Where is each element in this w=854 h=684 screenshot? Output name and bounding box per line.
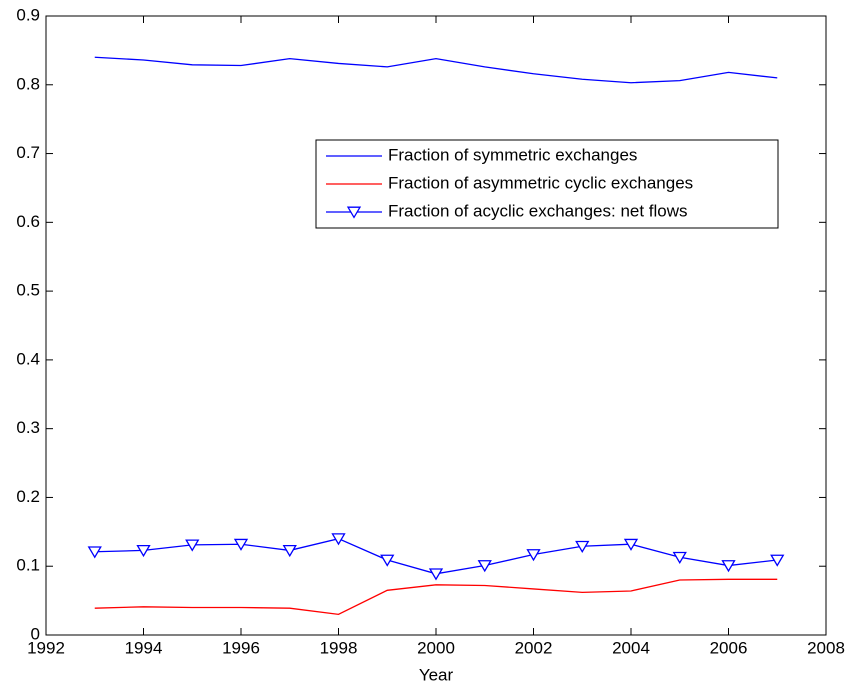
y-tick-label: 0.3 (16, 418, 40, 437)
x-tick-label: 1994 (125, 638, 163, 657)
y-tick-label: 0.7 (16, 143, 40, 162)
y-tick-label: 0.5 (16, 281, 40, 300)
series-line (94, 56, 778, 84)
legend-label: Fraction of symmetric exchanges (388, 145, 637, 164)
legend: Fraction of symmetric exchanges Fraction … (315, 139, 779, 229)
y-tick-label: 0.6 (16, 212, 40, 231)
x-tick-label: 2006 (710, 638, 748, 657)
y-tick-label: 0 (31, 624, 40, 643)
y-tick-label: 0.8 (16, 74, 40, 93)
x-tick-label: 1998 (320, 638, 358, 657)
marker (477, 560, 492, 573)
marker (185, 539, 200, 552)
y-tick-label: 0.1 (16, 556, 40, 575)
marker (233, 538, 249, 551)
y-tick-label: 0.2 (16, 487, 40, 506)
marker (575, 540, 590, 553)
y-tick-label: 0.9 (16, 5, 40, 24)
y-tick-label: 0.4 (16, 349, 40, 368)
x-tick-label: 1992 (27, 638, 65, 657)
x-tick-label: 2002 (515, 638, 553, 657)
marker (87, 546, 102, 559)
x-tick-label: 2008 (807, 638, 845, 657)
marker (672, 551, 687, 564)
marker (721, 560, 736, 573)
marker (623, 538, 639, 551)
legend-box (315, 139, 779, 229)
x-axis-label: Year (419, 665, 454, 684)
marker (770, 554, 785, 567)
x-tick-label: 2004 (612, 638, 650, 657)
marker (331, 533, 346, 546)
legend-marker (346, 206, 362, 219)
legend-label: Fraction of asymmetric cyclic exchanges (388, 173, 693, 192)
series-line (94, 578, 778, 616)
marker (380, 554, 395, 567)
x-tick-label: 2000 (417, 638, 455, 657)
legend-label: Fraction of acyclic exchanges: net flows (388, 201, 688, 220)
plot-area (45, 15, 827, 636)
x-tick-label: 1996 (222, 638, 260, 657)
marker (526, 549, 541, 562)
marker (428, 568, 444, 581)
marker (282, 544, 297, 558)
marker (136, 544, 151, 558)
